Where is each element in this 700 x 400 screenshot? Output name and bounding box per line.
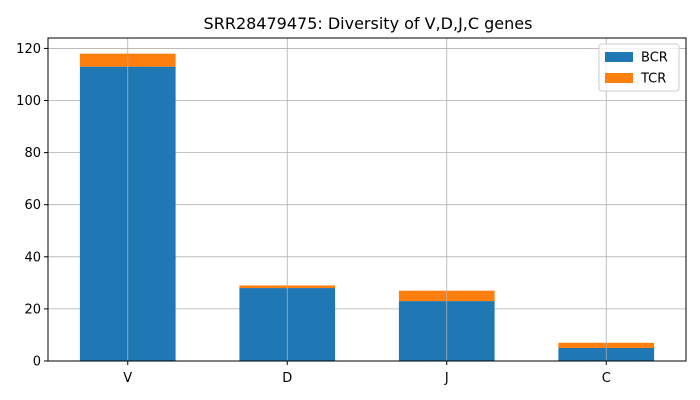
axes: 0 20 40 60 80 100 120 V D J C (16, 37, 687, 386)
y-tick-label: 20 (24, 302, 41, 317)
x-tick-label: J (444, 371, 449, 386)
y-tick-label: 60 (24, 198, 41, 213)
plot-frame (47, 37, 687, 362)
x-tick-label: V (123, 371, 132, 386)
x-tick-label: C (602, 371, 611, 386)
legend: BCR TCR (598, 43, 680, 92)
bars (79, 38, 655, 361)
legend-label-bcr: BCR (641, 51, 668, 66)
y-tick-label: 80 (24, 146, 41, 161)
y-tick-label: 100 (16, 94, 41, 109)
y-tick-label: 40 (24, 250, 41, 265)
legend-label-tcr: TCR (640, 72, 666, 87)
y-tick-label: 120 (16, 42, 41, 57)
legend-swatch-tcr (605, 73, 633, 83)
legend-swatch-bcr (605, 52, 633, 62)
chart-title: SRR28479475: Diversity of V,D,J,C genes (204, 14, 533, 33)
y-tick-label: 0 (33, 355, 41, 370)
x-tick-label: D (282, 371, 292, 386)
